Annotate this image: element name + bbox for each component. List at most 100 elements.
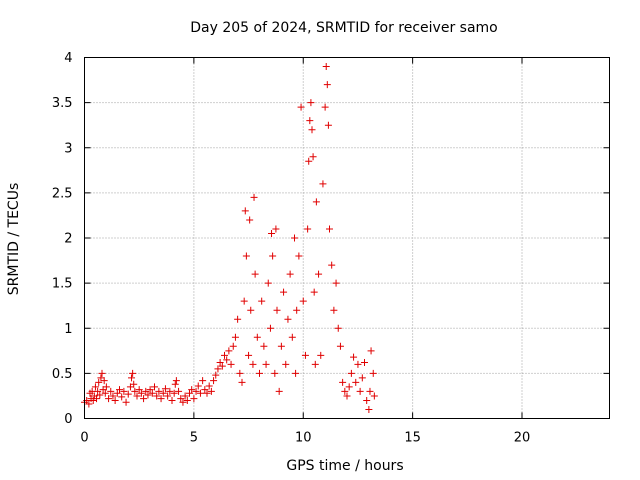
data-point xyxy=(116,386,123,394)
data-point xyxy=(168,396,176,404)
y-tick-label: 2.5 xyxy=(52,186,73,201)
data-point xyxy=(332,279,340,287)
data-point xyxy=(164,392,172,400)
data-point xyxy=(297,103,305,111)
data-point xyxy=(95,378,103,386)
data-point xyxy=(105,395,113,403)
data-point xyxy=(146,386,154,394)
data-point xyxy=(113,389,121,397)
data-point xyxy=(310,288,318,296)
data-point xyxy=(133,392,141,400)
data-point xyxy=(366,387,374,395)
data-point xyxy=(93,395,101,403)
data-point xyxy=(102,383,110,391)
data-point xyxy=(253,333,261,341)
data-point xyxy=(365,405,373,413)
data-point xyxy=(157,395,165,403)
data-point xyxy=(89,396,97,404)
data-point xyxy=(317,351,325,359)
data-point xyxy=(350,353,358,361)
data-point xyxy=(286,270,294,278)
y-tick-label: 3 xyxy=(64,141,72,156)
x-tick-label: 0 xyxy=(80,431,88,446)
data-point xyxy=(183,396,191,404)
data-point xyxy=(246,216,254,224)
data-point xyxy=(369,369,377,377)
data-point xyxy=(221,351,228,359)
data-point xyxy=(315,270,323,278)
data-point xyxy=(225,347,233,355)
data-point xyxy=(218,362,226,370)
data-point xyxy=(196,389,204,397)
x-axis-label: GPS time / hours xyxy=(286,458,403,474)
data-point xyxy=(144,391,152,399)
data-point xyxy=(91,383,99,391)
data-point xyxy=(85,400,93,408)
data-point xyxy=(118,393,126,401)
data-point xyxy=(334,324,342,332)
y-axis-label: SRMTID / TECUs xyxy=(6,183,22,296)
data-point xyxy=(293,306,301,314)
x-tick-label: 10 xyxy=(295,431,312,446)
data-point xyxy=(256,369,263,377)
data-point xyxy=(370,392,378,400)
data-point xyxy=(177,395,185,403)
data-point xyxy=(308,126,316,134)
data-point xyxy=(272,225,280,233)
data-point xyxy=(96,391,104,399)
data-point xyxy=(188,386,196,394)
data-point xyxy=(295,252,303,260)
data-point xyxy=(347,369,355,377)
data-point xyxy=(161,385,169,393)
data-point xyxy=(249,360,257,368)
data-point xyxy=(280,288,288,296)
data-point xyxy=(264,279,272,287)
data-point xyxy=(155,387,163,395)
data-point xyxy=(305,157,313,165)
tick-labels: 0 5 10 15 20 0 0.5 1 1.5 2 2.5 3 3.5 4 xyxy=(52,51,530,446)
data-point xyxy=(299,297,307,305)
data-point xyxy=(135,386,143,394)
data-point xyxy=(131,387,139,395)
data-point xyxy=(282,360,290,368)
data-point xyxy=(277,342,285,350)
data-point xyxy=(207,387,215,395)
data-point xyxy=(210,377,218,385)
data-point xyxy=(229,342,237,350)
x-tick-label: 15 xyxy=(404,431,421,446)
axis-ticks xyxy=(84,57,610,419)
data-point xyxy=(352,378,360,386)
data-point xyxy=(291,234,298,242)
data-point xyxy=(345,383,353,391)
data-point xyxy=(179,398,187,406)
data-point xyxy=(205,382,213,390)
data-point xyxy=(361,359,368,367)
y-tick-label: 0 xyxy=(64,412,72,427)
data-point xyxy=(130,380,138,388)
data-point xyxy=(328,261,336,269)
data-point xyxy=(240,297,248,305)
data-point xyxy=(234,315,242,323)
data-point xyxy=(321,103,329,111)
data-point xyxy=(251,270,259,278)
data-point xyxy=(363,396,371,404)
data-point xyxy=(216,359,224,367)
data-point xyxy=(227,360,235,368)
y-tick-label: 2 xyxy=(64,232,72,247)
data-point xyxy=(192,387,200,395)
data-point xyxy=(309,153,317,161)
data-point xyxy=(137,389,145,397)
data-point xyxy=(166,387,174,395)
data-point xyxy=(190,395,198,403)
data-point xyxy=(304,225,312,233)
y-tick-label: 4 xyxy=(64,51,72,66)
y-tick-label: 1.5 xyxy=(52,277,73,292)
data-point xyxy=(306,117,314,125)
data-point xyxy=(262,360,270,368)
data-point xyxy=(258,297,266,305)
data-point xyxy=(322,63,330,71)
data-point xyxy=(284,315,292,323)
data-point xyxy=(100,377,108,385)
y-tick-label: 1 xyxy=(64,322,72,337)
